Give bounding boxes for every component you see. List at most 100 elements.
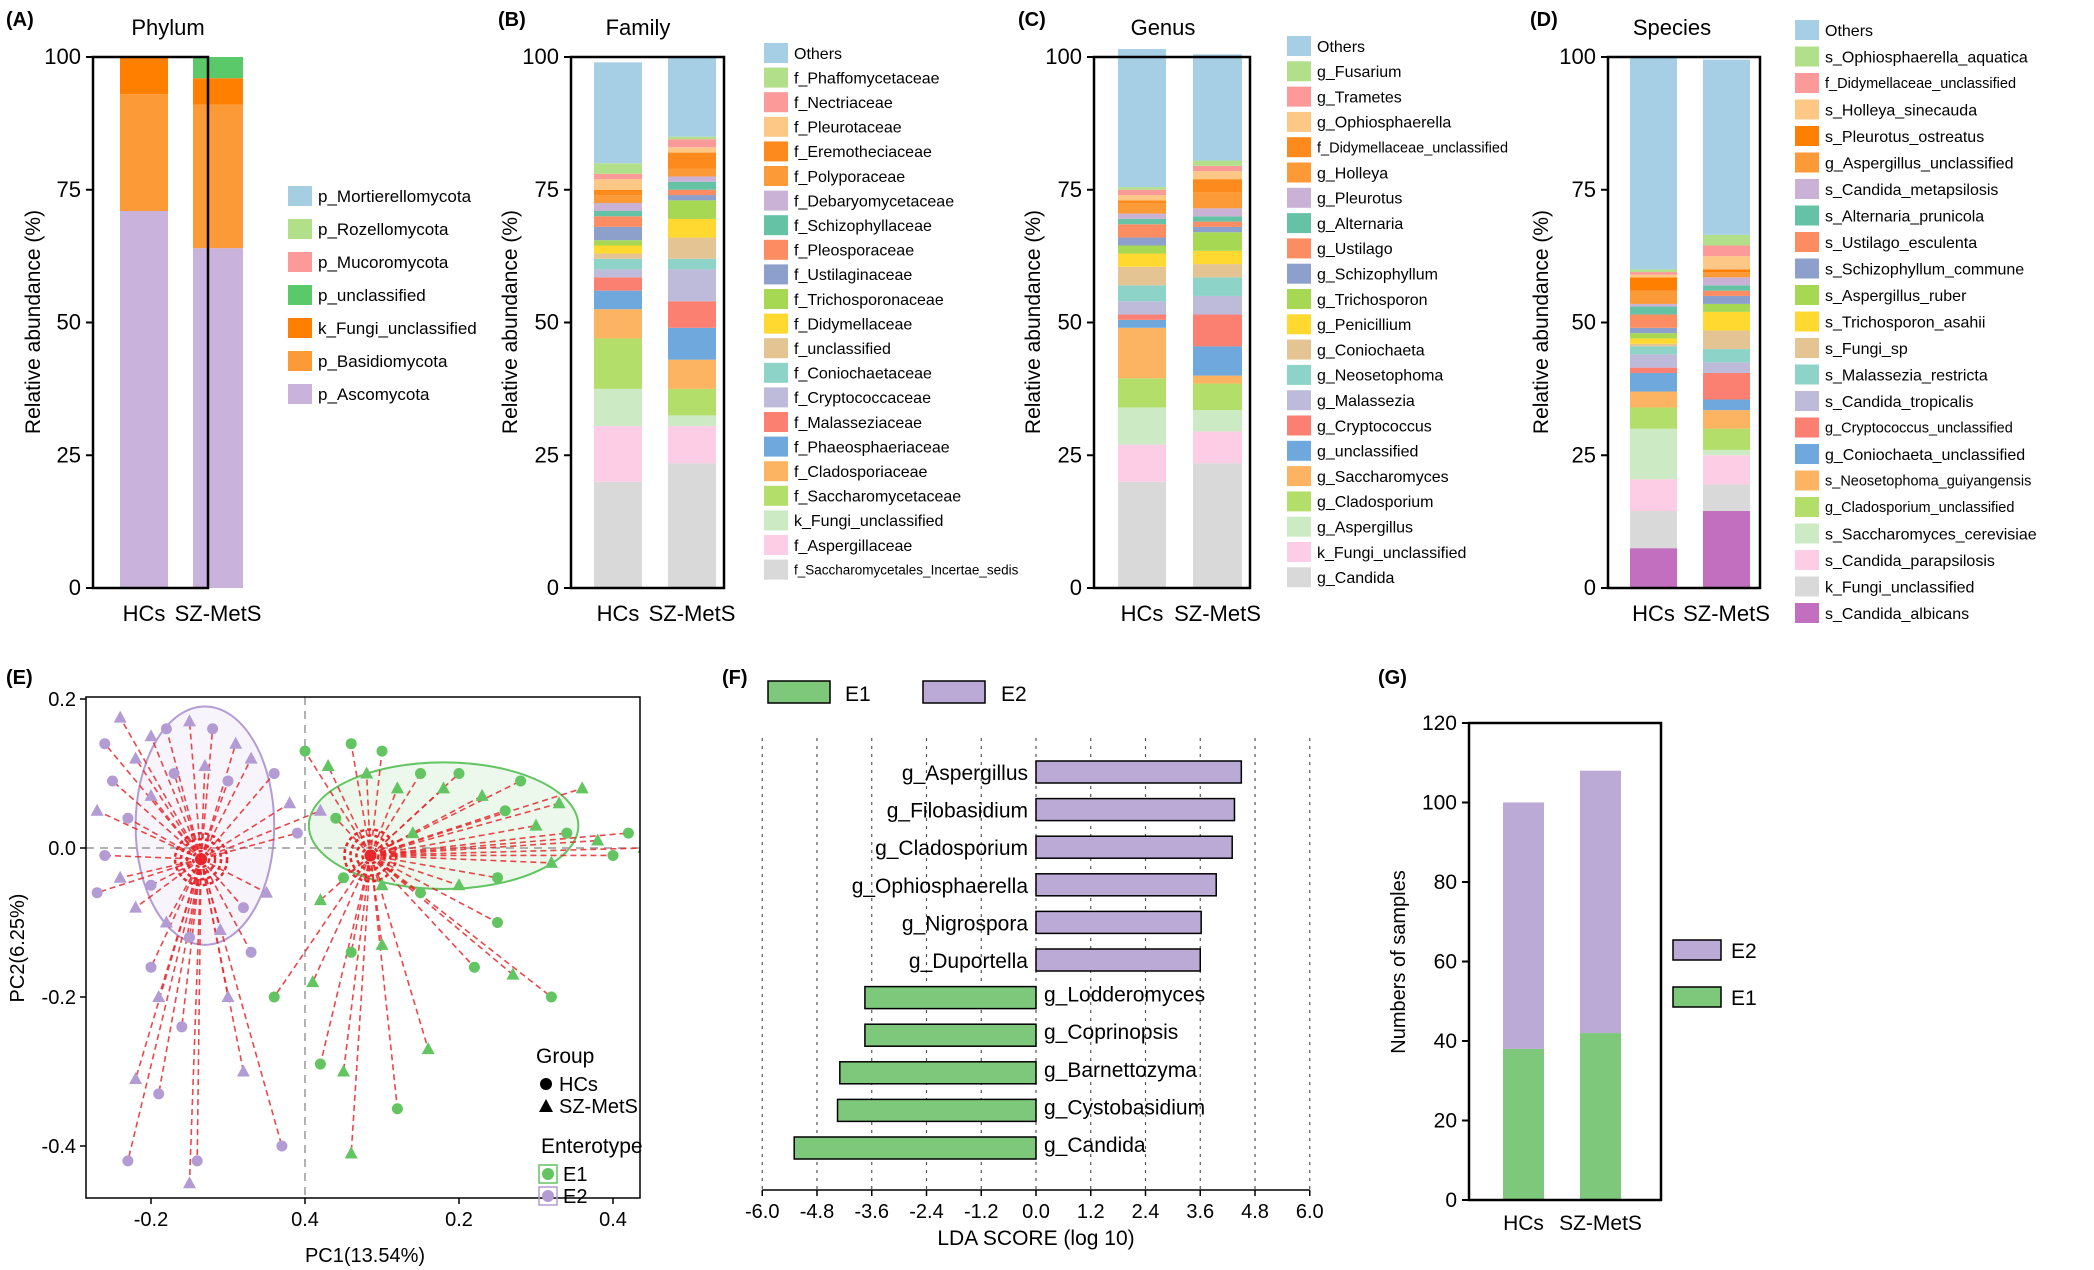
y-tick-label: 120	[1422, 712, 1457, 735]
legend-label: s_Holleya_sinecauda	[1825, 102, 1977, 119]
legend-swatch-s-fungi-sp	[1795, 338, 1819, 358]
legend-label: g_Fusarium	[1317, 64, 1401, 81]
legend-swatch-s-candida-parapsilosis	[1795, 550, 1819, 570]
legend-circle-icon	[540, 1078, 552, 1090]
legend-enterotype-title: Enterotype	[541, 1135, 643, 1158]
ellipse-e2	[134, 705, 276, 946]
point-hcs	[299, 745, 311, 757]
y-axis-label: Relative abundance (%)	[1022, 210, 1045, 434]
legend-swatch-f-didymellaceae-unclassified	[1795, 73, 1819, 93]
point-hcs	[268, 991, 280, 1003]
bar-segment-sz-mets-g-unclassified	[1193, 346, 1242, 376]
y-tick-label: 100	[1045, 44, 1082, 69]
bar-segment-sz-mets-g-fusarium	[1193, 160, 1242, 166]
legend-label: s_Ustilago_esculenta	[1825, 235, 1977, 252]
legend-label: p_Basidiomycota	[318, 352, 448, 371]
legend-swatch-s-candida-metapsilosis	[1795, 179, 1819, 199]
spoke-line	[134, 858, 202, 1080]
panel-c-chart: HCs SZ-MetS 0 25 50 75 100 Relative abundance (…	[1022, 36, 1508, 626]
y-tick-label: 80	[1434, 871, 1457, 894]
legend-label: f_Polyporaceae	[794, 169, 905, 186]
bar-segment-hcs-others	[1630, 57, 1677, 270]
bar-segment-sz-mets-p-unclassified	[193, 57, 243, 79]
bar-segment-hcs-g-aspergillus-unclassified	[1630, 290, 1677, 304]
point-hcs	[561, 827, 573, 839]
lda-bar-g-nigrospora	[1035, 910, 1202, 935]
legend-label: f_Didymellaceae_unclassified	[1825, 76, 2016, 92]
bar-segment-hcs-g-cladosporium	[1118, 378, 1166, 408]
x-tick-label: -6.0	[745, 1201, 779, 1223]
legend-label: p_unclassified	[318, 286, 426, 305]
bar-segment-sz-mets-s-candida-tropicalis	[1703, 362, 1750, 373]
lda-bar-g-aspergillus	[1035, 760, 1243, 784]
bar-segment-sz-mets-f-phaeosphaeriaceae	[668, 327, 716, 360]
bar-segment-sz-mets-f-saccharomycetaceae	[668, 388, 716, 416]
spoke-line	[181, 859, 202, 1027]
bar-segment-hcs-s-saccharomyces-cerevisiae	[1630, 428, 1677, 480]
y-tick-label: 0	[1445, 1189, 1457, 1212]
spoke-line	[200, 832, 298, 860]
legend-label: f_Phaffomycetaceae	[794, 70, 940, 87]
bar-segment-hcs-s-trichosporon-asahii	[1630, 338, 1677, 344]
bar-label: g_Cladosporium	[875, 837, 1028, 860]
spoke-line	[327, 765, 372, 856]
bar-segment-sz-mets-g-holleya	[1193, 192, 1242, 209]
legend-swatch-g-aspergillus	[1287, 516, 1311, 537]
spoke-line	[369, 751, 383, 856]
spoke-line	[200, 858, 245, 909]
legend-label: s_Schizophyllum_commune	[1825, 261, 2024, 278]
bar-segment-sz-mets-k-fungi-unclassified	[668, 415, 716, 427]
x-tick-label: 0.0	[1022, 1201, 1050, 1223]
x-tick-label: -1.2	[964, 1201, 998, 1223]
y-axis-label: Relative abundance (%)	[499, 210, 522, 434]
point-sz-mets	[221, 990, 235, 1002]
bar-segment-hcs-g-aspergillus	[1118, 407, 1166, 445]
x-tick-label: 2.4	[1132, 1201, 1160, 1223]
bar-segment-hcs-f-coniochaetaceae	[594, 258, 642, 270]
point-hcs	[622, 827, 634, 839]
y-tick-label: 0.0	[48, 838, 76, 860]
lda-bar-g-cladosporium	[1035, 835, 1233, 859]
legend-swatch-e1	[767, 680, 831, 704]
bar-label: g_Aspergillus	[902, 762, 1028, 785]
legend-label: p_Rozellomycota	[318, 220, 449, 239]
bar-segment-sz-mets-s-fungi-sp	[1703, 330, 1750, 350]
legend-swatch-g-ophiosphaerella	[1287, 111, 1311, 132]
legend-swatch-g-trichosporon	[1287, 289, 1311, 309]
point-sz-mets	[591, 833, 605, 846]
x-tick-label: 6.0	[1296, 1201, 1324, 1223]
bar-segment-sz-mets-g-ophiosphaerella	[1193, 171, 1242, 180]
x-tick-label: 4.8	[1241, 1201, 1269, 1223]
legend-group-title: Group	[536, 1045, 594, 1068]
point-sz-mets	[344, 1146, 358, 1159]
bar-segment-hcs-g-candida	[1118, 481, 1166, 588]
centroid-ring	[361, 846, 380, 865]
legend-label: E2	[1731, 940, 1757, 963]
bar-segment-hcs-f-aspergillaceae	[594, 426, 642, 482]
legend-label: s_Neosetophoma_guiyangensis	[1825, 474, 2031, 490]
x-tick-label: HCs	[597, 601, 640, 626]
point-sz-mets	[475, 788, 489, 801]
spoke-line	[273, 855, 372, 998]
point-sz-mets	[129, 751, 143, 764]
spoke-line	[350, 855, 372, 953]
point-hcs	[107, 775, 118, 787]
legend-label: s_Candida_metapsilosis	[1825, 182, 1998, 199]
legend-label: s_Alternaria_prunicola	[1825, 208, 1984, 225]
legend-swatch-e2	[922, 680, 986, 704]
legend-swatch-f-phaffomycetaceae	[764, 67, 788, 88]
bar-segment-sz-mets-g-cryptococcus	[1193, 314, 1242, 347]
panel-e-label: (E)	[6, 667, 33, 689]
x-tick-label: SZ-MetS	[1174, 601, 1261, 626]
legend-swatch-f-cladosporiaceae	[764, 461, 788, 482]
x-tick-label: 1.2	[1077, 1201, 1105, 1223]
centroid-ring	[173, 831, 229, 887]
spoke-line	[150, 735, 202, 860]
y-tick-label: 0	[1584, 575, 1596, 600]
panel-d-title: Species	[1633, 15, 1711, 40]
spoke-line	[370, 802, 560, 857]
bar-segment-hcs-k-fungi-unclassified	[120, 57, 168, 95]
bar-segment-sz-mets-k-fungi-unclassified	[193, 78, 243, 105]
legend-swatch-s-ustilago-esculenta	[1795, 232, 1819, 252]
point-hcs	[191, 1155, 203, 1167]
